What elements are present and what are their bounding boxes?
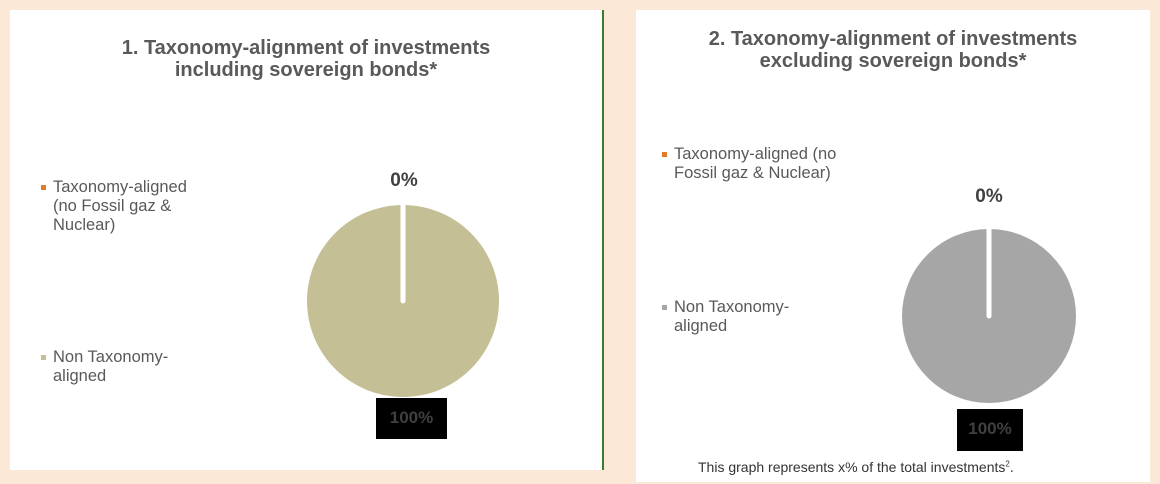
chart-panel-including-sovereign: 1. Taxonomy-alignment of investments inc… <box>10 10 604 470</box>
legend-marker <box>41 185 46 190</box>
legend-marker <box>662 305 667 310</box>
legend-label-line: Non Taxonomy- <box>53 348 169 366</box>
chart-title-line-2: excluding sovereign bonds* <box>759 50 1027 72</box>
legend-label-line: Fossil gaz & Nuclear) <box>674 164 831 182</box>
footnote-text: This graph represents x% of the total in… <box>698 459 1006 475</box>
legend-item-taxonomy-aligned: Taxonomy-aligned (no Fossil gaz & Nuclea… <box>662 145 836 183</box>
data-label-non-taxonomy-aligned: 100% <box>957 409 1023 451</box>
legend-item-taxonomy-aligned: Taxonomy-aligned (no Fossil gaz & Nuclea… <box>41 178 187 235</box>
legend-label-line: (no Fossil gaz & <box>53 197 172 215</box>
footnote-end: . <box>1009 459 1014 475</box>
legend-label-line: Non Taxonomy- <box>674 298 790 316</box>
chart-panel-excluding-sovereign: 2. Taxonomy-alignment of investments exc… <box>636 10 1150 482</box>
legend-label-line: Taxonomy-aligned (no <box>674 145 837 163</box>
chart-title: 2. Taxonomy-alignment of investments exc… <box>636 28 1150 72</box>
chart-title-line-2: including sovereign bonds* <box>174 59 438 81</box>
legend-label-line: aligned <box>53 367 107 385</box>
legend-item-non-taxonomy-aligned: Non Taxonomy- aligned <box>662 298 789 336</box>
legend-item-non-taxonomy-aligned: Non Taxonomy- aligned <box>41 348 168 386</box>
legend-label-line: Nuclear) <box>53 216 116 234</box>
chart-footnote: This graph represents x% of the total in… <box>698 459 1014 475</box>
data-label-taxonomy-aligned: 0% <box>390 170 418 191</box>
legend-marker <box>41 355 46 360</box>
legend-label-line: Taxonomy-aligned <box>53 178 187 196</box>
chart-title-line-1: 1. Taxonomy-alignment of investments <box>121 37 491 59</box>
data-label-taxonomy-aligned: 0% <box>975 186 1003 207</box>
legend-label-line: aligned <box>674 317 728 335</box>
footnote-superscript: 2 <box>1005 459 1010 469</box>
pie-chart <box>902 226 1076 403</box>
chart-title-line-1: 2. Taxonomy-alignment of investments <box>708 28 1078 50</box>
legend-marker <box>662 152 667 157</box>
chart-title: 1. Taxonomy-alignment of investments inc… <box>10 37 602 81</box>
pie-chart <box>307 202 499 397</box>
data-label-non-taxonomy-aligned: 100% <box>376 398 447 439</box>
